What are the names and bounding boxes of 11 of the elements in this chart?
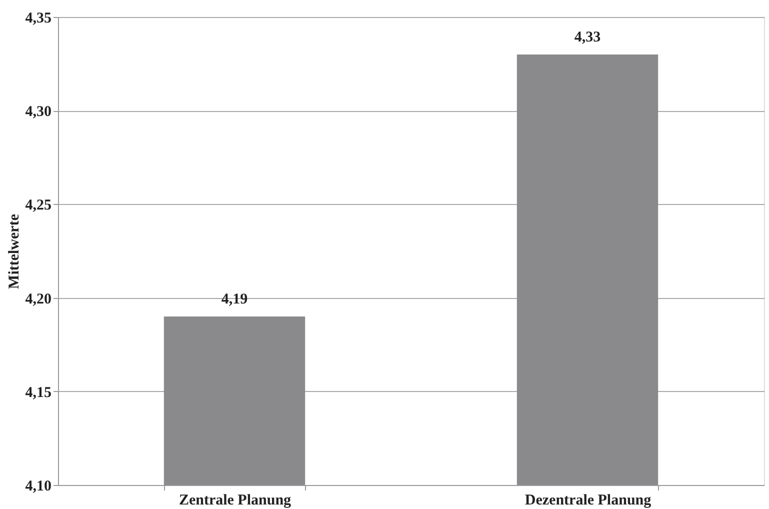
y-tick-label: 4,25 bbox=[25, 198, 52, 214]
y-tick-label: 4,10 bbox=[25, 478, 52, 494]
text: 4,33 bbox=[574, 29, 601, 46]
y-tick-label: 4,35 bbox=[25, 10, 52, 26]
x-tick-label: Dezentrale Planung bbox=[524, 492, 652, 508]
text: 4,19 bbox=[221, 292, 248, 308]
y-axis-title: Mittelwerte bbox=[6, 214, 22, 289]
y-tick-label: 4,15 bbox=[25, 384, 52, 401]
x-tick-label: Zentrale Planung bbox=[178, 492, 292, 508]
y-tick-label: 4,20 bbox=[25, 291, 52, 308]
y-tick-label: 4,30 bbox=[25, 104, 52, 120]
